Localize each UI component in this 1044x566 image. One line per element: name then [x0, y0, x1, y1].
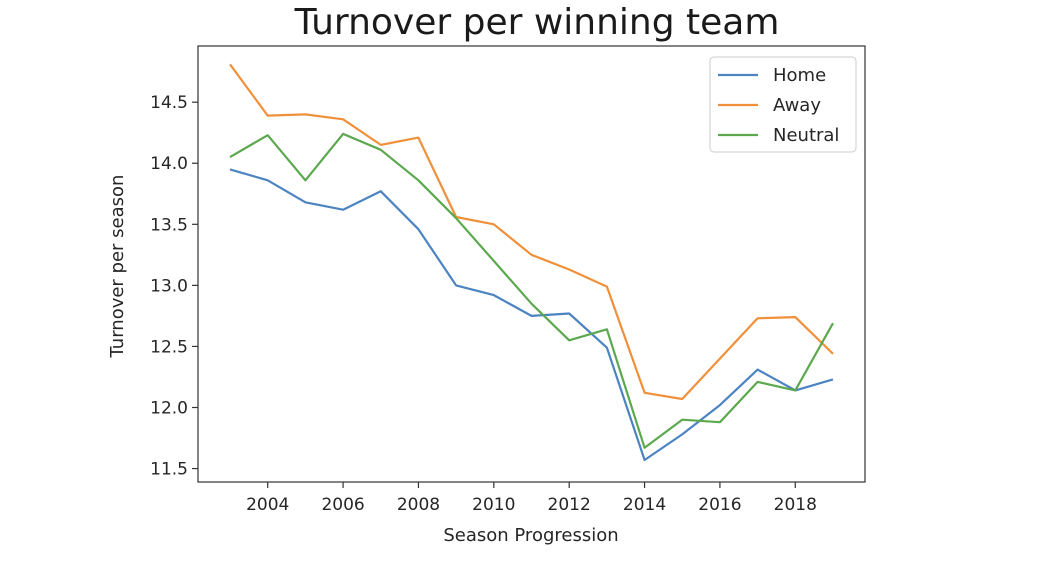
y-tick-label: 12.5: [150, 337, 188, 357]
series-lines: [229, 63, 834, 462]
y-tick-label: 14.5: [150, 93, 188, 113]
x-tick-label: 2008: [397, 495, 440, 515]
legend-label-neutral: Neutral: [773, 125, 839, 146]
x-tick-label: 2018: [774, 495, 817, 515]
y-tick-label: 13.5: [150, 215, 188, 235]
legend: Home Away Neutral: [709, 56, 857, 153]
y-tick-label: 11.5: [150, 460, 188, 480]
series-line-away: [229, 63, 834, 401]
x-tick-label: 2006: [321, 495, 364, 515]
legend-label-away: Away: [773, 95, 821, 116]
y-tick-label: 12.0: [150, 399, 188, 419]
series-line-home: [229, 168, 834, 462]
x-tick-label: 2014: [623, 495, 666, 515]
legend-box: [709, 56, 857, 153]
y-axis: 11.5 12.0 12.5 13.0 13.5 14.0 14.5: [150, 93, 198, 480]
y-axis-label: Turnover per season: [107, 175, 128, 359]
series-line-neutral: [229, 132, 834, 449]
y-tick-label: 13.0: [150, 276, 188, 296]
legend-label-home: Home: [773, 65, 826, 86]
x-tick-label: 2016: [698, 495, 741, 515]
x-tick-label: 2004: [246, 495, 289, 515]
chart-title: Turnover per winning team: [294, 2, 780, 43]
x-tick-label: 2012: [548, 495, 591, 515]
x-axis: 2004 2006 2008 2010 2012 2014 2016 2018: [246, 482, 817, 515]
x-axis-label: Season Progression: [443, 525, 618, 546]
y-tick-label: 14.0: [150, 154, 188, 174]
x-tick-label: 2010: [472, 495, 515, 515]
